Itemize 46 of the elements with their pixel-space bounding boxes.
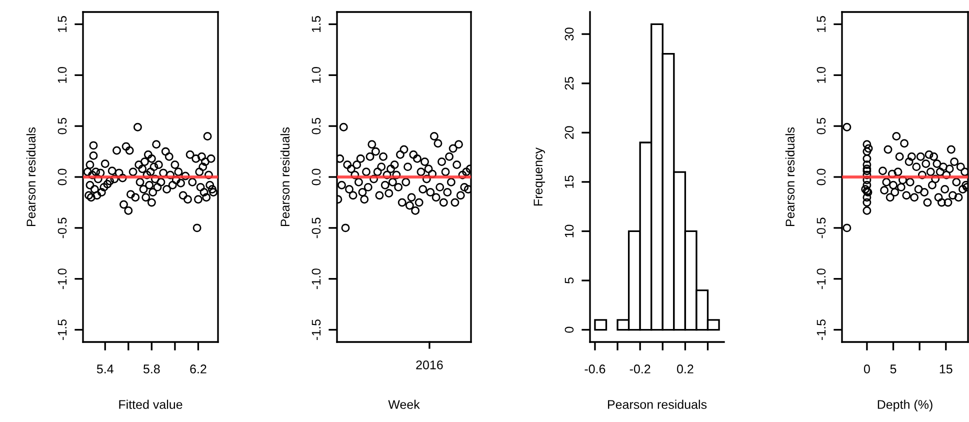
- y-tick-label: -1.5: [58, 320, 67, 340]
- x-tick-label: 15: [940, 364, 952, 374]
- x-tick-label: 5: [890, 364, 896, 374]
- y-tick-label: -0.5: [816, 218, 826, 238]
- text: 2016: [416, 360, 443, 370]
- y-tick-label: -1.5: [816, 320, 826, 340]
- y-tick-label: 10: [564, 224, 574, 238]
- y-axis-title: Pearson residuals: [785, 127, 795, 226]
- y-axis-title: Pearson residuals: [26, 127, 36, 226]
- y-tick-label: -1.0: [312, 268, 321, 290]
- y-tick-label: 0: [564, 326, 574, 333]
- y-tick-label: 0.5: [58, 118, 67, 134]
- y-tick-label: 0.5: [312, 118, 321, 134]
- x-tick-label: -0.2: [630, 364, 650, 374]
- y-tick-label: 1.0: [312, 66, 321, 83]
- x-tick-label: 0.2: [677, 364, 694, 374]
- y-tick-label: 25: [564, 76, 574, 90]
- y-tick-label: 1.5: [58, 16, 67, 32]
- y-tick-label: -0.5: [312, 218, 321, 238]
- x-tick-label: 5.4: [96, 364, 114, 374]
- y-tick-label: 1.5: [312, 16, 321, 32]
- y-tick-label: 30: [564, 28, 574, 41]
- x-axis-title: Week: [388, 400, 420, 409]
- x-tick-label: 0: [864, 364, 870, 374]
- y-tick-label: -1.5: [312, 320, 321, 340]
- y-axis-title: Pearson residuals: [280, 127, 290, 226]
- y-tick-label: 0.5: [816, 118, 826, 134]
- y-tick-label: 15: [564, 176, 574, 188]
- y-tick-label: 5: [564, 278, 574, 284]
- y-tick-label: 0.0: [312, 168, 321, 186]
- x-tick-label: 5.8: [143, 364, 160, 374]
- y-tick-label: -1.0: [58, 268, 67, 290]
- y-tick-label: -0.5: [58, 218, 67, 238]
- y-axis-title: Frequency: [534, 147, 546, 206]
- y-tick-label: 1.5: [816, 16, 826, 32]
- x-axis-title: Pearson residuals: [608, 400, 707, 409]
- y-tick-label: -1.0: [816, 268, 826, 290]
- y-tick-label: 20: [564, 126, 574, 139]
- y-tick-label: 0.0: [58, 168, 67, 186]
- x-axis-title: Fitted value: [119, 400, 182, 409]
- y-tick-label: 1.0: [58, 66, 67, 83]
- x-tick-label: 6.2: [190, 364, 206, 374]
- x-tick-label: -0.6: [584, 364, 606, 374]
- y-tick-label: 1.0: [816, 66, 826, 83]
- x-axis-title: Depth (%): [878, 400, 932, 412]
- y-tick-label: 0.0: [816, 168, 826, 186]
